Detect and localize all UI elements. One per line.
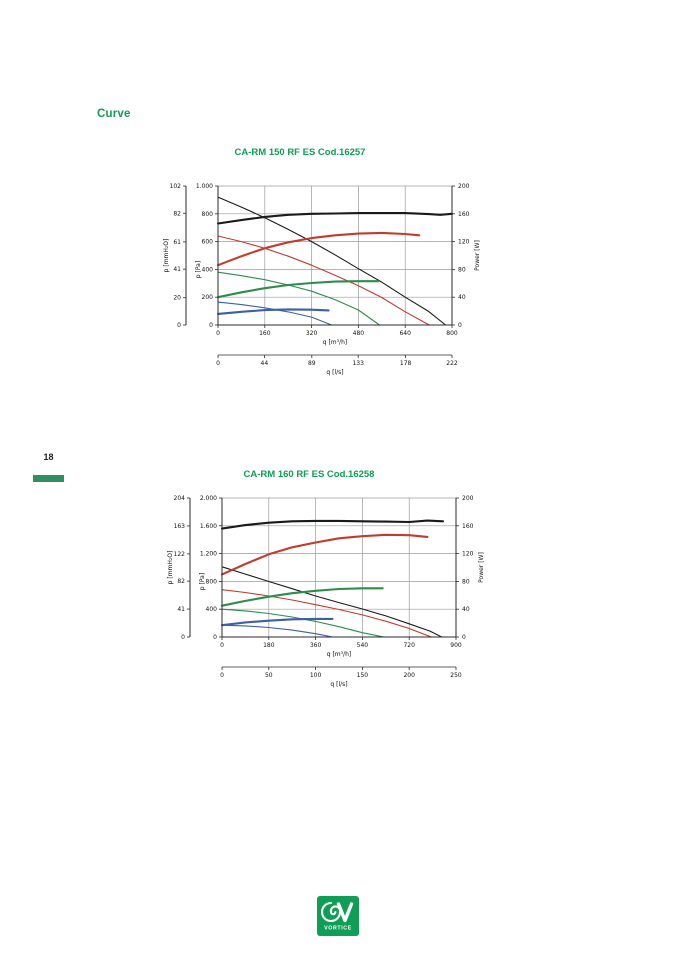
svg-text:180: 180 (263, 642, 275, 649)
curve-pressure-speed1 (221, 624, 334, 638)
vortice-logo-icon: VORTICE (317, 896, 359, 936)
svg-text:0: 0 (209, 322, 213, 329)
svg-text:p [mmH₂O]: p [mmH₂O] (163, 239, 170, 273)
svg-text:1.000: 1.000 (196, 183, 213, 190)
svg-text:89: 89 (308, 360, 316, 367)
curve-power-speed4 (216, 212, 454, 225)
svg-text:160: 160 (259, 330, 271, 337)
fan-curve-chart-ca-rm-160: 04008001.2001.6002.000041821221632040408… (167, 495, 485, 688)
svg-text:40: 40 (458, 294, 466, 301)
svg-text:122: 122 (174, 551, 186, 558)
svg-text:720: 720 (403, 642, 415, 649)
svg-text:640: 640 (399, 330, 411, 337)
svg-text:50: 50 (265, 672, 273, 679)
svg-text:0: 0 (216, 360, 220, 367)
svg-text:61: 61 (173, 239, 181, 246)
svg-text:2.000: 2.000 (200, 495, 217, 502)
svg-text:150: 150 (357, 672, 369, 679)
svg-text:0: 0 (177, 322, 181, 329)
curve-pressure-speed4 (217, 196, 447, 326)
svg-text:80: 80 (458, 266, 466, 273)
svg-text:p [Pa]: p [Pa] (195, 261, 202, 278)
svg-text:0: 0 (458, 322, 462, 329)
brand-name: VORTICE (324, 926, 352, 932)
chart-title-ca-rm-150: CA-RM 150 RF ES Cod.16257 (234, 147, 366, 158)
curve-power-speed3 (220, 533, 429, 576)
svg-text:q [l/s]: q [l/s] (326, 369, 343, 376)
svg-text:200: 200 (462, 495, 474, 502)
curve-pressure-speed1 (217, 301, 333, 326)
svg-text:250: 250 (450, 672, 462, 679)
svg-text:0: 0 (213, 634, 217, 641)
svg-text:0: 0 (181, 634, 185, 641)
svg-text:20: 20 (173, 295, 181, 302)
curve-power-speed4 (220, 519, 445, 530)
curve-power-speed1 (220, 617, 334, 627)
svg-text:160: 160 (458, 211, 470, 218)
svg-text:800: 800 (446, 330, 458, 337)
fan-curve-chart-ca-rm-150: 0 200 400 600 800 1.000 0 20 41 61 82 102 0 40 80 120 16… (163, 183, 481, 376)
svg-text:400: 400 (206, 606, 218, 613)
svg-text:800: 800 (206, 578, 218, 585)
svg-text:q [m³/h]: q [m³/h] (323, 339, 347, 346)
svg-text:82: 82 (177, 578, 185, 585)
curve-power-speed2 (216, 280, 380, 299)
curve-pressure-speed2 (217, 271, 381, 326)
curve-power-speed2 (220, 587, 384, 607)
svg-text:0: 0 (462, 634, 466, 641)
section-heading: Curve (97, 108, 131, 120)
svg-text:120: 120 (462, 551, 474, 558)
svg-text:0: 0 (220, 642, 224, 649)
v-letter-icon (336, 902, 354, 923)
svg-text:82: 82 (173, 210, 181, 217)
curve-pressure-speed3 (217, 235, 430, 326)
svg-text:0: 0 (220, 672, 224, 679)
svg-text:80: 80 (462, 578, 470, 585)
svg-text:200: 200 (202, 294, 214, 301)
svg-text:q [l/s]: q [l/s] (330, 681, 347, 688)
svg-text:p [mmH₂O]: p [mmH₂O] (167, 551, 174, 585)
svg-text:44: 44 (261, 360, 269, 367)
svg-text:540: 540 (357, 642, 369, 649)
svg-text:204: 204 (174, 495, 186, 502)
svg-text:q [m³/h]: q [m³/h] (327, 651, 351, 658)
curve-pressure-speed4 (221, 566, 443, 638)
svg-text:102: 102 (170, 183, 182, 190)
svg-text:0: 0 (216, 330, 220, 337)
svg-text:1.200: 1.200 (200, 551, 217, 558)
svg-text:400: 400 (202, 266, 214, 273)
vortice-logo: VORTICE (317, 896, 359, 936)
page-number: 18 (43, 452, 54, 462)
svg-text:200: 200 (458, 183, 470, 190)
svg-text:p [Pa]: p [Pa] (199, 573, 206, 590)
svg-text:100: 100 (310, 672, 322, 679)
svg-text:178: 178 (400, 360, 412, 367)
curve-power-speed3 (216, 231, 421, 267)
svg-text:Power [W]: Power [W] (474, 240, 481, 271)
curve-power-speed1 (216, 308, 330, 315)
svg-text:40: 40 (462, 606, 470, 613)
svg-text:200: 200 (403, 672, 415, 679)
svg-text:320: 320 (306, 330, 318, 337)
svg-text:600: 600 (202, 239, 214, 246)
svg-text:160: 160 (462, 523, 474, 530)
svg-text:41: 41 (177, 606, 185, 613)
svg-text:480: 480 (353, 330, 365, 337)
curve-pressure-speed3 (221, 589, 432, 638)
svg-text:120: 120 (458, 239, 470, 246)
svg-text:800: 800 (202, 211, 214, 218)
svg-text:1.600: 1.600 (200, 523, 217, 530)
chart-title-ca-rm-160: CA-RM 160 RF ES Cod.16258 (243, 469, 375, 480)
svg-text:222: 222 (446, 360, 458, 367)
svg-text:Power [W]: Power [W] (478, 552, 485, 583)
svg-text:900: 900 (450, 642, 462, 649)
svg-text:41: 41 (173, 266, 181, 273)
page-number-bar (33, 475, 64, 482)
svg-text:360: 360 (310, 642, 322, 649)
svg-text:133: 133 (352, 360, 364, 367)
svg-text:163: 163 (174, 523, 186, 530)
